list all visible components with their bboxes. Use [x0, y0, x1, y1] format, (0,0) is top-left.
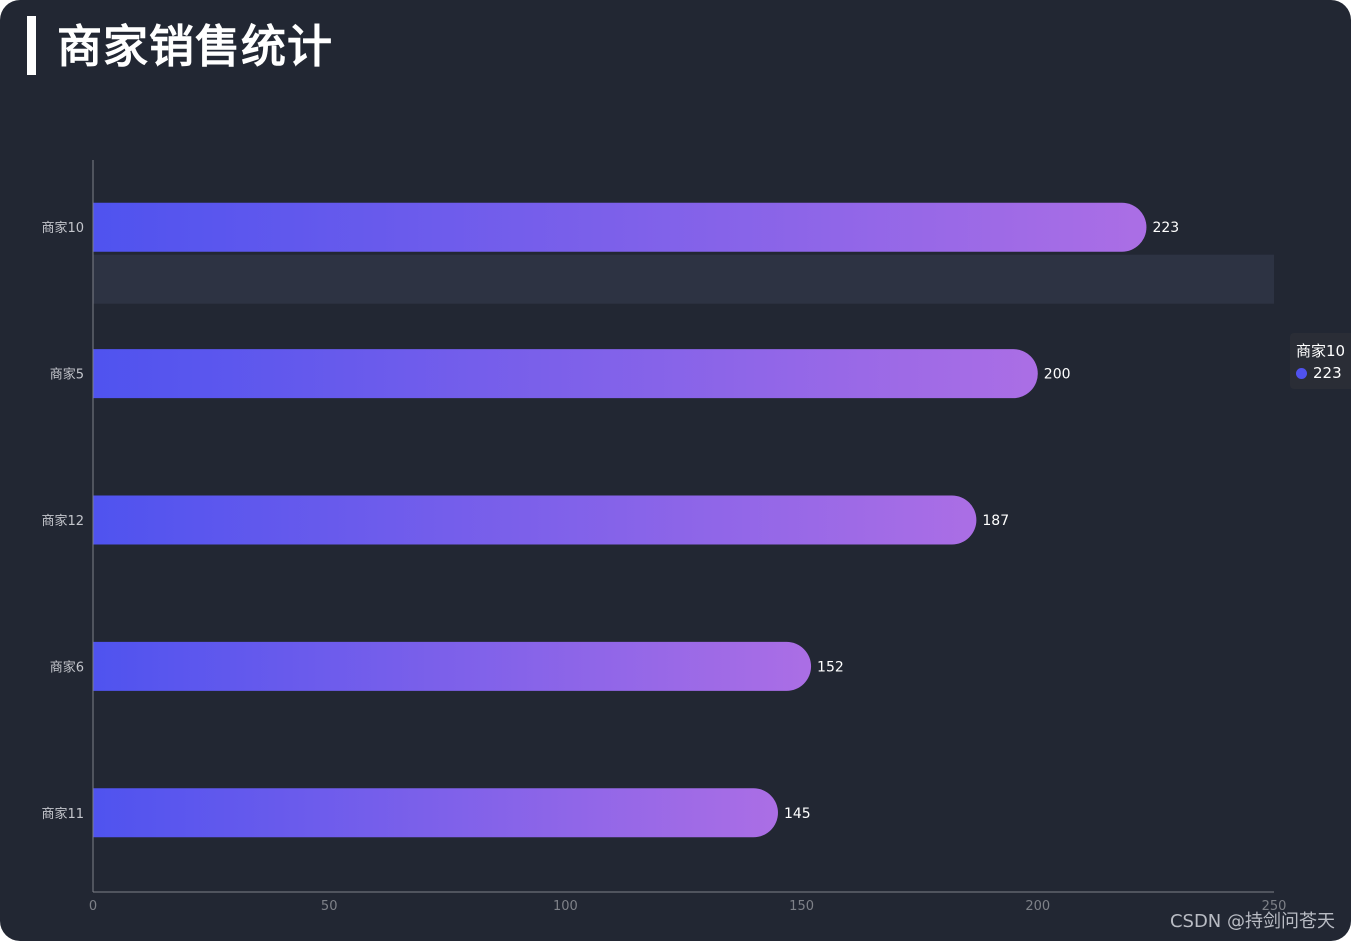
- watermark: CSDN @持剑问苍天: [1169, 911, 1335, 932]
- bar-商家11[interactable]: [93, 788, 778, 838]
- value-label: 223: [1152, 220, 1179, 236]
- y-tick-label: 商家11: [41, 806, 84, 822]
- x-tick-label: 200: [1025, 899, 1050, 914]
- value-label: 152: [817, 659, 844, 675]
- chart-tooltip: 商家10 223: [1290, 333, 1351, 389]
- bar-商家5[interactable]: [93, 349, 1038, 399]
- y-tick-label: 商家5: [50, 367, 84, 383]
- tooltip-value-row: 223: [1296, 362, 1351, 384]
- x-tick-label: 0: [89, 899, 97, 914]
- chart-title: 商家销售统计: [57, 20, 334, 73]
- x-tick-label: 50: [321, 899, 338, 914]
- y-tick-label: 商家6: [50, 659, 84, 675]
- bar-商家12[interactable]: [93, 495, 977, 545]
- title-accent-bar: [27, 16, 36, 75]
- x-tick-label: 150: [789, 899, 814, 914]
- value-label: 187: [982, 513, 1009, 529]
- y-tick-label: 商家10: [41, 220, 84, 236]
- x-tick-label: 250: [1262, 899, 1287, 914]
- bar-商家10[interactable]: [93, 202, 1147, 252]
- x-tick-label: 100: [553, 899, 578, 914]
- y-tick-label: 商家12: [41, 513, 84, 529]
- value-label: 145: [784, 806, 811, 822]
- bar-商家6[interactable]: [93, 641, 812, 691]
- series-dot-icon: [1296, 367, 1307, 379]
- hover-shadow-band: [93, 254, 1274, 304]
- tooltip-value: 223: [1313, 364, 1342, 382]
- tooltip-category: 商家10: [1296, 342, 1346, 360]
- value-label: 200: [1044, 367, 1071, 383]
